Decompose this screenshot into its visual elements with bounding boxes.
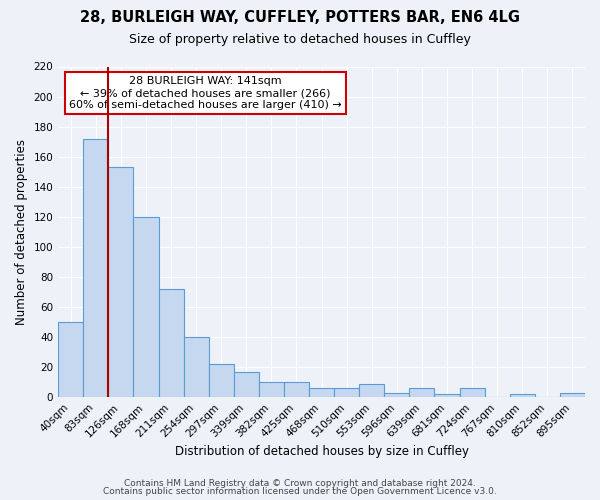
Bar [560,392,585,397]
Bar [83,138,109,397]
Text: 28, BURLEIGH WAY, CUFFLEY, POTTERS BAR, EN6 4LG: 28, BURLEIGH WAY, CUFFLEY, POTTERS BAR, … [80,10,520,25]
Text: 28 BURLEIGH WAY: 141sqm
← 39% of detached houses are smaller (266)
60% of semi-d: 28 BURLEIGH WAY: 141sqm ← 39% of detache… [70,76,342,110]
Bar [133,217,158,397]
Bar [184,337,209,397]
Bar [284,382,309,397]
Y-axis label: Number of detached properties: Number of detached properties [15,139,28,325]
Bar [460,388,485,397]
X-axis label: Distribution of detached houses by size in Cuffley: Distribution of detached houses by size … [175,444,469,458]
Bar [209,364,234,397]
Bar [58,322,83,397]
Bar [259,382,284,397]
Bar [359,384,385,397]
Bar [334,388,359,397]
Bar [109,167,133,397]
Text: Contains public sector information licensed under the Open Government Licence v3: Contains public sector information licen… [103,487,497,496]
Bar [158,289,184,397]
Bar [309,388,334,397]
Bar [434,394,460,397]
Bar [510,394,535,397]
Text: Size of property relative to detached houses in Cuffley: Size of property relative to detached ho… [129,32,471,46]
Bar [385,392,409,397]
Bar [409,388,434,397]
Bar [234,372,259,397]
Text: Contains HM Land Registry data © Crown copyright and database right 2024.: Contains HM Land Registry data © Crown c… [124,478,476,488]
